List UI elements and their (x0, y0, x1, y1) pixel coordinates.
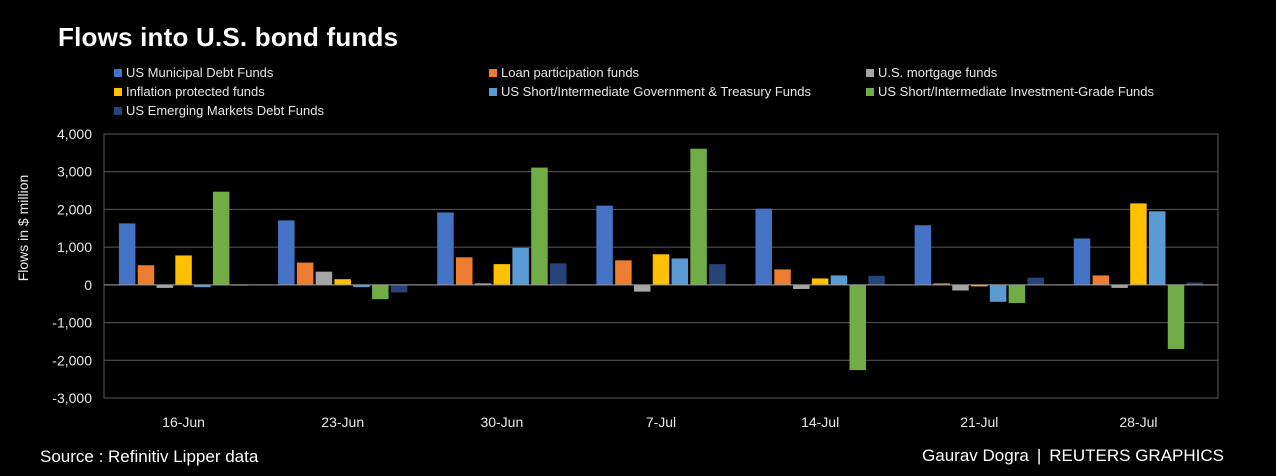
bar (550, 263, 567, 285)
bar (811, 278, 829, 285)
bar (118, 223, 136, 285)
bar (633, 284, 651, 292)
bar (474, 283, 492, 285)
bar (334, 279, 351, 285)
credit-author: Gaurav Dogra (922, 446, 1029, 465)
y-tick-label: 1,000 (57, 239, 92, 255)
legend-item-inflation: Inflation protected funds (114, 84, 265, 99)
y-tick-label: -2,000 (52, 352, 92, 368)
bar (755, 208, 772, 285)
bar (868, 275, 885, 285)
bar (1092, 275, 1110, 285)
legend-label-inflation: Inflation protected funds (126, 84, 265, 99)
bar (1111, 284, 1128, 288)
x-tick-label: 28-Jul (1119, 414, 1157, 430)
bar (774, 269, 791, 285)
legend: US Municipal Debt Funds Loan participati… (0, 0, 1276, 130)
axes: -3,000 -2,000 -1,000 0 1,000 2,000 3,000 4,000 1… (52, 126, 1218, 430)
legend-swatch-emerging-markets (114, 106, 122, 115)
bar (315, 271, 333, 285)
bar (278, 220, 295, 285)
y-tick-label: 0 (84, 277, 92, 293)
bar (390, 284, 408, 293)
bar (1073, 238, 1091, 285)
bar (194, 284, 211, 288)
legend-label-investment-grade: US Short/Intermediate Investment-Grade F… (878, 84, 1155, 99)
legend-label-municipal: US Municipal Debt Funds (126, 65, 274, 80)
bar (690, 148, 707, 285)
bar (212, 191, 230, 285)
bar (353, 284, 370, 288)
bar (596, 205, 613, 285)
credit: Gaurav Dogra | REUTERS GRAPHICS (922, 446, 1224, 466)
legend-swatch-loan (489, 68, 497, 77)
bar (1186, 282, 1204, 285)
bar (793, 284, 810, 290)
bar (933, 283, 950, 285)
bar (709, 264, 726, 285)
bar (971, 284, 988, 287)
y-tick-label: -3,000 (52, 390, 92, 406)
legend-item-investment-grade: US Short/Intermediate Investment-Grade F… (866, 84, 1154, 99)
legend-label-mortgage: U.S. mortgage funds (878, 65, 998, 80)
y-tick-label: 4,000 (57, 126, 92, 142)
bar (615, 260, 632, 285)
legend-label-emerging-markets: US Emerging Markets Debt Funds (126, 103, 324, 118)
bar (231, 284, 249, 286)
bar (652, 254, 670, 285)
bar (1008, 284, 1026, 303)
legend-item-emerging-markets: US Emerging Markets Debt Funds (114, 103, 324, 118)
bar (137, 265, 155, 285)
credit-brand: REUTERS GRAPHICS (1049, 446, 1224, 465)
x-tick-label: 16-Jun (162, 414, 205, 430)
bar (914, 225, 932, 285)
bar (830, 275, 848, 285)
bar (1167, 284, 1185, 349)
bar (296, 262, 314, 285)
bar (1148, 211, 1166, 285)
bar (531, 167, 548, 285)
bar (175, 255, 192, 285)
bar (1027, 277, 1044, 285)
bar (493, 264, 511, 285)
legend-item-govt-treasury: US Short/Intermediate Government & Treas… (489, 84, 811, 99)
bar (456, 257, 473, 285)
legend-swatch-mortgage (866, 68, 874, 77)
bar (156, 284, 174, 288)
bar (989, 284, 1007, 302)
bar (849, 284, 866, 371)
legend-swatch-govt-treasury (489, 87, 497, 96)
x-tick-label: 30-Jun (480, 414, 523, 430)
bars (118, 148, 1204, 371)
legend-swatch-municipal (114, 68, 122, 77)
bar (372, 284, 389, 300)
y-tick-label: 2,000 (57, 201, 92, 217)
legend-item-loan: Loan participation funds (489, 65, 639, 80)
y-tick-label: 3,000 (57, 164, 92, 180)
source-note: Source : Refinitiv Lipper data (40, 447, 259, 466)
x-tick-label: 14-Jul (801, 414, 839, 430)
legend-label-loan: Loan participation funds (501, 65, 640, 80)
bar (512, 247, 529, 285)
bar (952, 284, 969, 291)
bar (671, 258, 689, 285)
legend-item-mortgage: U.S. mortgage funds (866, 65, 997, 80)
legend-item-municipal: US Municipal Debt Funds (114, 65, 273, 80)
credit-separator: | (1036, 446, 1042, 465)
chart-title: Flows into U.S. bond funds (58, 22, 399, 52)
x-tick-label: 23-Jun (321, 414, 364, 430)
legend-label-govt-treasury: US Short/Intermediate Government & Treas… (501, 84, 811, 99)
bar (1130, 203, 1147, 285)
x-tick-label: 7-Jul (646, 414, 676, 430)
legend-swatch-investment-grade (866, 87, 874, 96)
legend-swatch-inflation (114, 87, 122, 96)
y-tick-label: -1,000 (52, 315, 92, 331)
bar (437, 212, 454, 285)
y-axis-title: Flows in $ million (15, 175, 31, 282)
x-tick-label: 21-Jul (960, 414, 998, 430)
